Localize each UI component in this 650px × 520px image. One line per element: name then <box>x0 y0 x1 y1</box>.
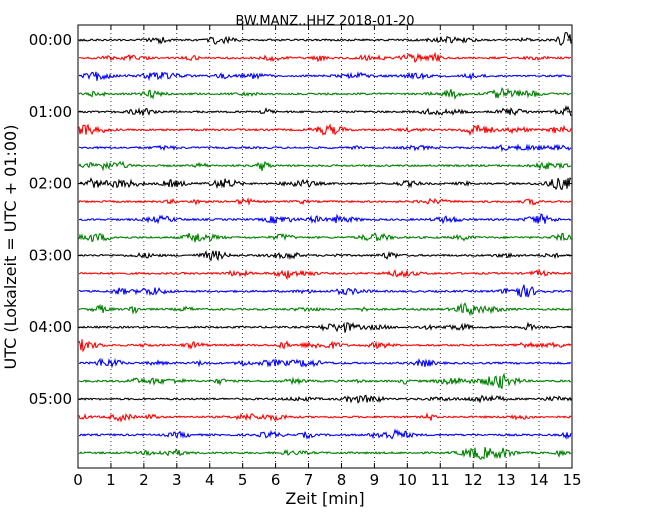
x-tick-label: 9 <box>370 471 380 489</box>
y-axis-label: UTC (Lokalzeit = UTC + 01:00) <box>1 125 20 370</box>
y-axis-ticks: 00:00 01:00 02:00 03:00 04:00 05:00 <box>29 31 572 408</box>
x-tick-label: 4 <box>205 471 215 489</box>
grid-lines <box>110 25 540 468</box>
trace-line <box>78 321 572 333</box>
y-tick-label: 02:00 <box>29 175 72 193</box>
y-tick-label: 04:00 <box>29 318 72 336</box>
x-tick-label: 1 <box>106 471 116 489</box>
x-tick-label: 7 <box>304 471 314 489</box>
trace-line <box>78 394 572 404</box>
x-axis-ticks: 0 1 2 3 4 5 6 7 8 9 10 11 12 13 14 15 <box>73 25 582 489</box>
trace-line <box>78 71 572 82</box>
x-tick-label: 6 <box>271 471 281 489</box>
trace-line <box>78 51 572 64</box>
trace-line <box>78 232 572 243</box>
x-tick-label: 13 <box>497 471 516 489</box>
trace-line <box>78 428 572 440</box>
x-tick-label: 10 <box>398 471 417 489</box>
trace-line <box>78 213 572 225</box>
x-tick-label: 11 <box>431 471 450 489</box>
seismogram-traces <box>78 31 572 460</box>
trace-line <box>78 412 572 423</box>
x-tick-label: 8 <box>337 471 347 489</box>
trace-line <box>78 357 572 369</box>
trace-line <box>78 177 572 191</box>
x-tick-label: 15 <box>562 471 581 489</box>
trace-line <box>78 339 572 353</box>
y-tick-label: 01:00 <box>29 103 72 121</box>
chart-title: BW.MANZ..HHZ 2018-01-20 <box>235 14 414 29</box>
trace-line <box>78 143 572 153</box>
x-axis-label: Zeit [min] <box>285 489 364 508</box>
y-tick-label: 03:00 <box>29 246 72 264</box>
trace-line <box>78 86 572 101</box>
trace-line <box>78 31 572 46</box>
trace-line <box>78 250 572 262</box>
y-tick-label: 00:00 <box>29 31 72 49</box>
x-tick-label: 14 <box>530 471 549 489</box>
trace-line <box>78 123 572 137</box>
trace-line <box>78 105 572 117</box>
x-tick-label: 0 <box>73 471 83 489</box>
x-tick-label: 3 <box>172 471 182 489</box>
x-tick-label: 2 <box>139 471 149 489</box>
trace-line <box>78 160 572 172</box>
trace-line <box>78 447 572 460</box>
trace-line <box>78 196 572 206</box>
x-tick-label: 5 <box>238 471 248 489</box>
y-tick-label: 05:00 <box>29 390 72 408</box>
plot-frame <box>77 24 573 469</box>
trace-line <box>78 268 572 281</box>
x-tick-label: 12 <box>464 471 483 489</box>
trace-line <box>78 372 572 390</box>
trace-line <box>79 284 572 298</box>
trace-line <box>78 302 572 317</box>
